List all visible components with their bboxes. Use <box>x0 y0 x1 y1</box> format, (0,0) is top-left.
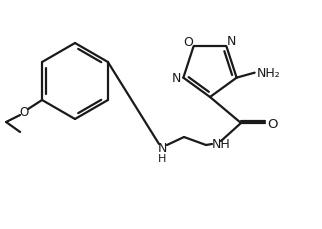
Text: O: O <box>184 36 194 49</box>
Text: N: N <box>172 72 181 85</box>
Text: NH: NH <box>212 137 231 150</box>
Text: N: N <box>157 141 167 154</box>
Text: O: O <box>268 117 278 130</box>
Text: O: O <box>19 106 29 119</box>
Text: N: N <box>227 35 236 48</box>
Text: H: H <box>158 153 166 163</box>
Text: NH₂: NH₂ <box>257 67 280 80</box>
